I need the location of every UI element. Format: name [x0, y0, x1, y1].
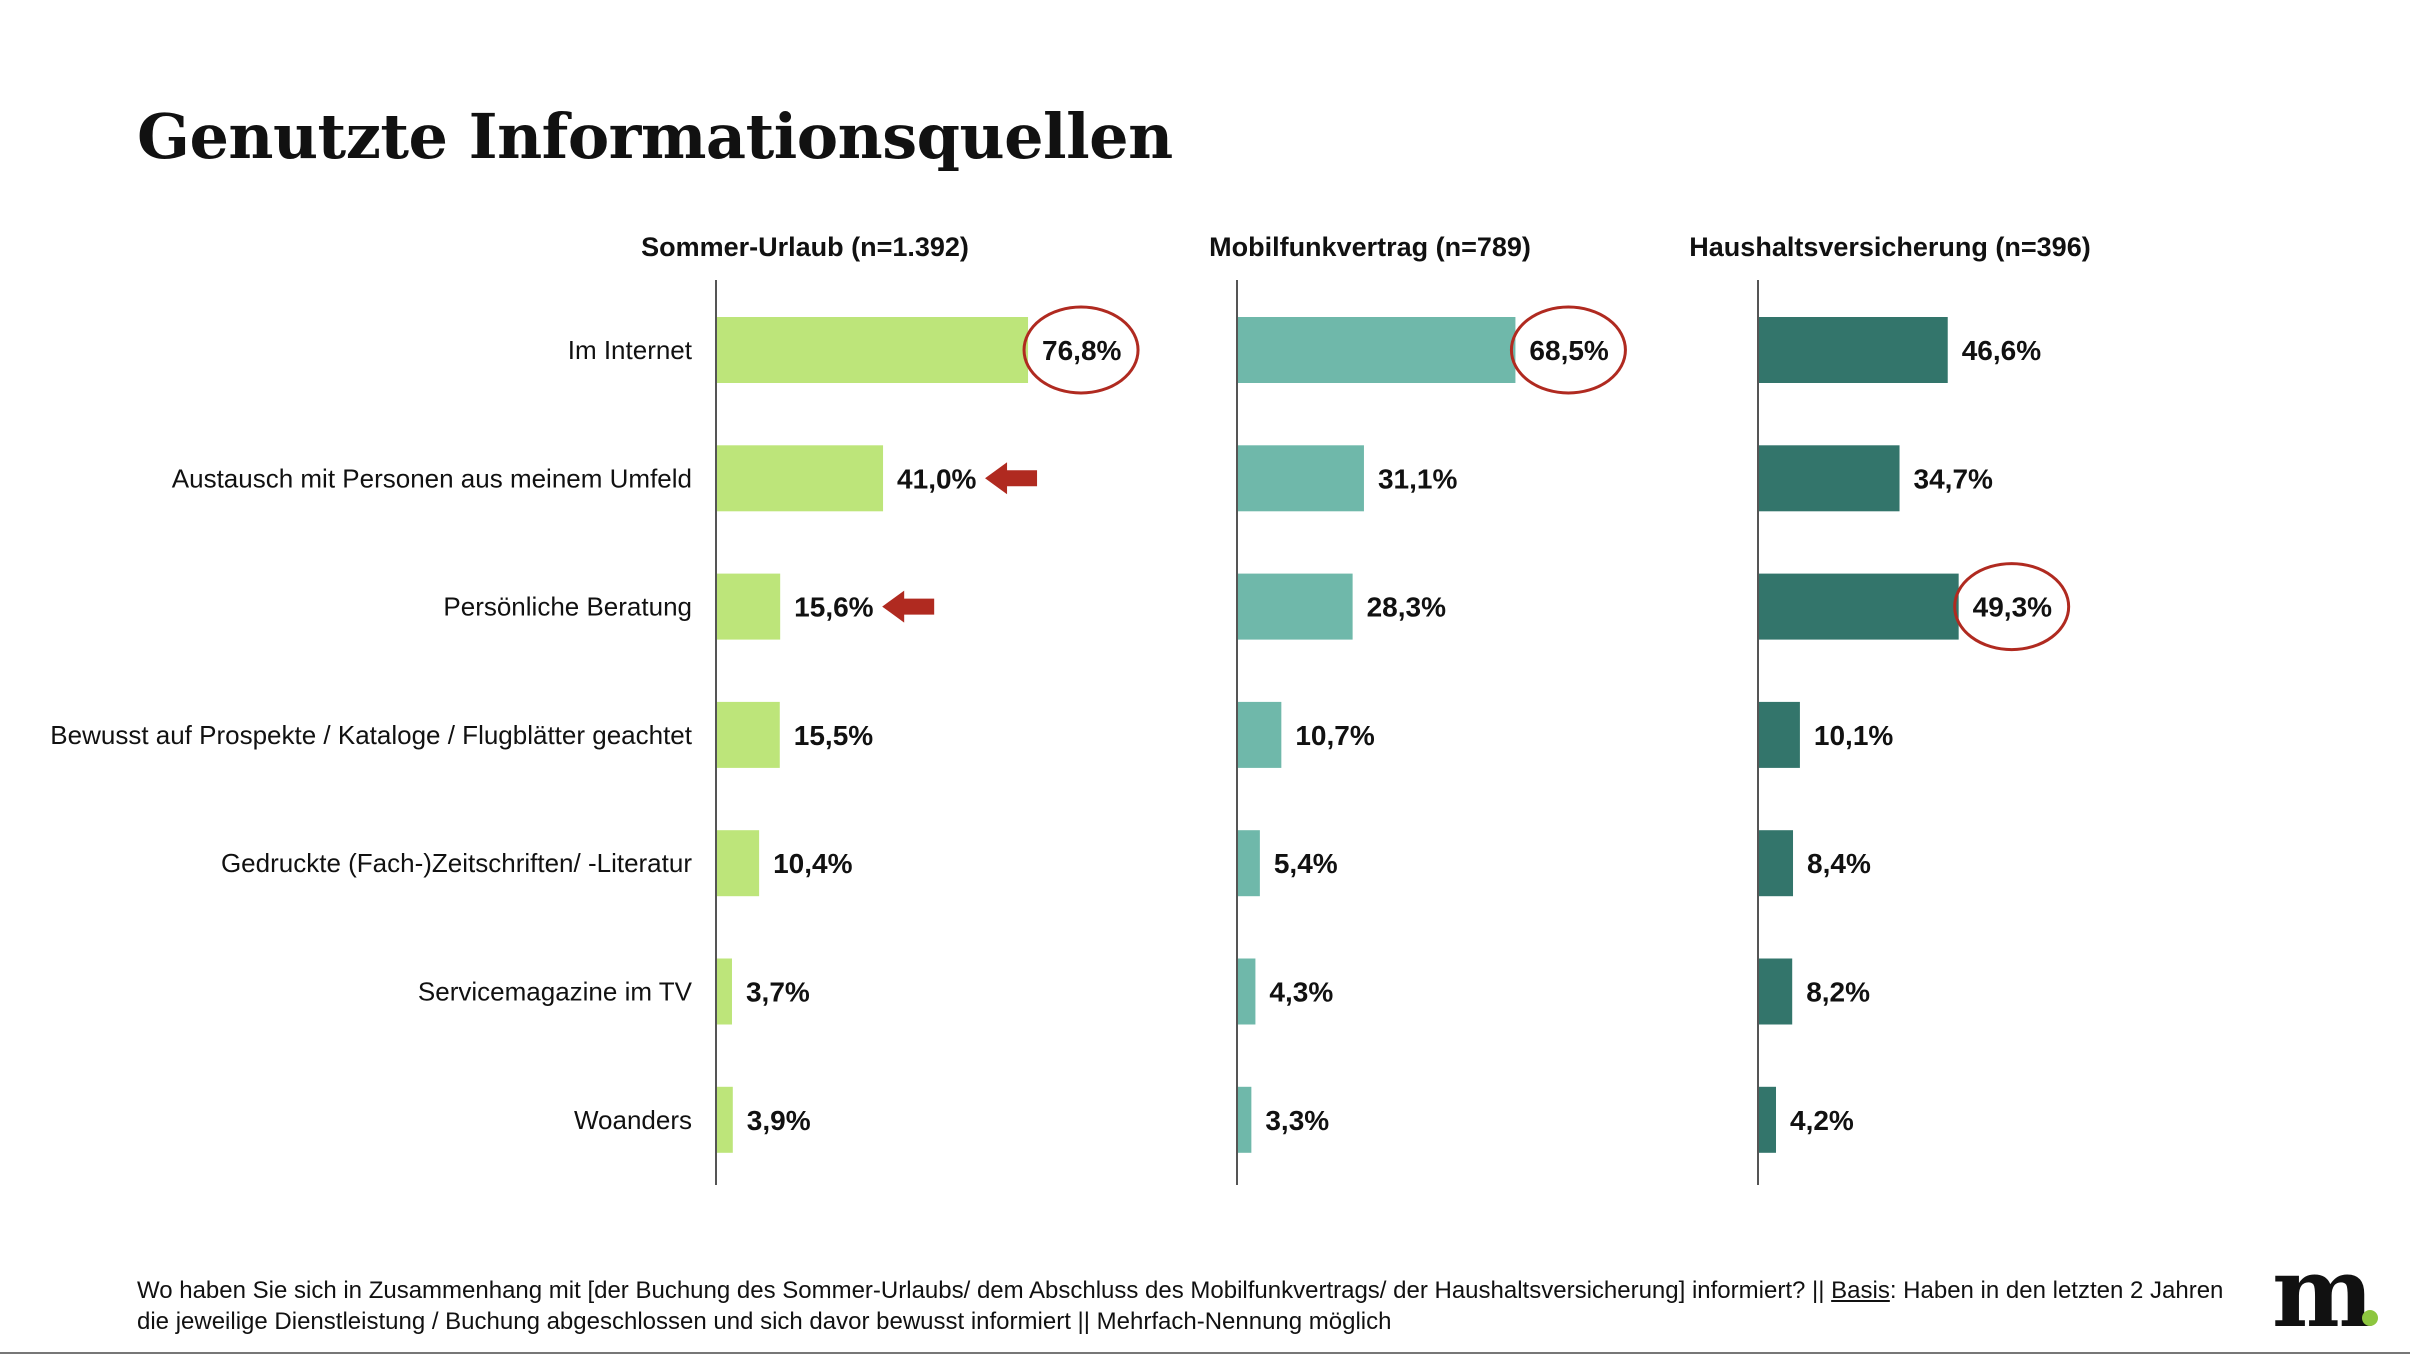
value-label: 68,5%: [1529, 335, 1608, 366]
category-label: Gedruckte (Fach-)Zeitschriften/ -Literat…: [221, 848, 692, 878]
value-label: 49,3%: [1973, 592, 2052, 623]
bar: [1238, 701, 1282, 768]
category-label: Servicemagazine im TV: [418, 977, 693, 1007]
category-label: Bewusst auf Prospekte / Kataloge / Flugb…: [50, 720, 692, 750]
category-label: Austausch mit Personen aus meinem Umfeld: [172, 463, 692, 493]
bar: [1759, 573, 1959, 640]
footnote-question: Wo haben Sie sich in Zusammenhang mit [d…: [137, 1277, 1832, 1304]
grouped-bar-chart: Im Internet Austausch mit Personen aus me…: [50, 232, 2091, 1185]
bar: [717, 958, 732, 1025]
value-label: 46,6%: [1962, 335, 2041, 366]
panel-title: Sommer-Urlaub (n=1.392): [641, 232, 969, 262]
bar: [1238, 317, 1516, 383]
highlight-arrow-icon: [882, 590, 935, 623]
value-label: 10,7%: [1295, 720, 1374, 751]
bar: [1759, 445, 1900, 512]
highlight-arrow-icon: [985, 462, 1038, 495]
brand-logo: m: [2272, 1236, 2374, 1349]
bar: [1759, 1086, 1777, 1153]
bar: [717, 317, 1029, 383]
value-label: 10,4%: [773, 848, 852, 879]
bar: [1238, 1086, 1252, 1153]
value-label: 15,6%: [794, 592, 873, 623]
value-label: 3,3%: [1265, 1105, 1329, 1136]
bar: [717, 445, 884, 512]
highlight-circle: [1953, 562, 2071, 652]
value-label: 4,3%: [1269, 977, 1333, 1008]
brand-logo-dot: [2362, 1310, 2378, 1326]
bar: [717, 1086, 733, 1153]
bar: [717, 701, 780, 768]
category-label: Persönliche Beratung: [443, 592, 692, 622]
value-label: 34,7%: [1914, 463, 1993, 494]
value-label: 31,1%: [1378, 463, 1457, 494]
category-label: Im Internet: [568, 335, 693, 365]
value-label: 10,1%: [1814, 720, 1893, 751]
footnote-basis-label: Basis: [1831, 1277, 1890, 1304]
panel-title: Mobilfunkvertrag (n=789): [1209, 232, 1531, 262]
bar: [1759, 701, 1800, 768]
value-label: 3,7%: [746, 977, 810, 1008]
value-label: 3,9%: [747, 1105, 811, 1136]
value-label: 76,8%: [1042, 335, 1121, 366]
footnote-basis-text: : Haben in den letzten 2 Jahren die jewe…: [137, 1277, 2224, 1335]
page-title: Genutzte Informationsquellen: [137, 100, 1173, 173]
bar: [1238, 445, 1364, 512]
value-label: 41,0%: [897, 463, 976, 494]
bar: [1238, 830, 1260, 897]
value-label: 5,4%: [1274, 848, 1338, 879]
bar: [1238, 573, 1353, 640]
value-label: 8,2%: [1806, 977, 1870, 1008]
bar: [717, 830, 760, 897]
value-label: 15,5%: [794, 720, 873, 751]
bottom-divider: [0, 1352, 2410, 1354]
bar: [717, 573, 781, 640]
highlight-circle: [1509, 305, 1627, 395]
highlight-circle: [1022, 305, 1140, 395]
value-label: 8,4%: [1807, 848, 1871, 879]
category-label: Woanders: [574, 1105, 692, 1135]
bar: [1759, 317, 1948, 383]
footnote: Wo haben Sie sich in Zusammenhang mit [d…: [137, 1275, 2227, 1337]
value-label: 4,2%: [1790, 1105, 1854, 1136]
bar: [1759, 830, 1794, 897]
bar: [1759, 958, 1793, 1025]
panel-title: Haushaltsversicherung (n=396): [1689, 232, 2090, 262]
bar: [1238, 958, 1256, 1025]
value-label: 28,3%: [1367, 592, 1446, 623]
